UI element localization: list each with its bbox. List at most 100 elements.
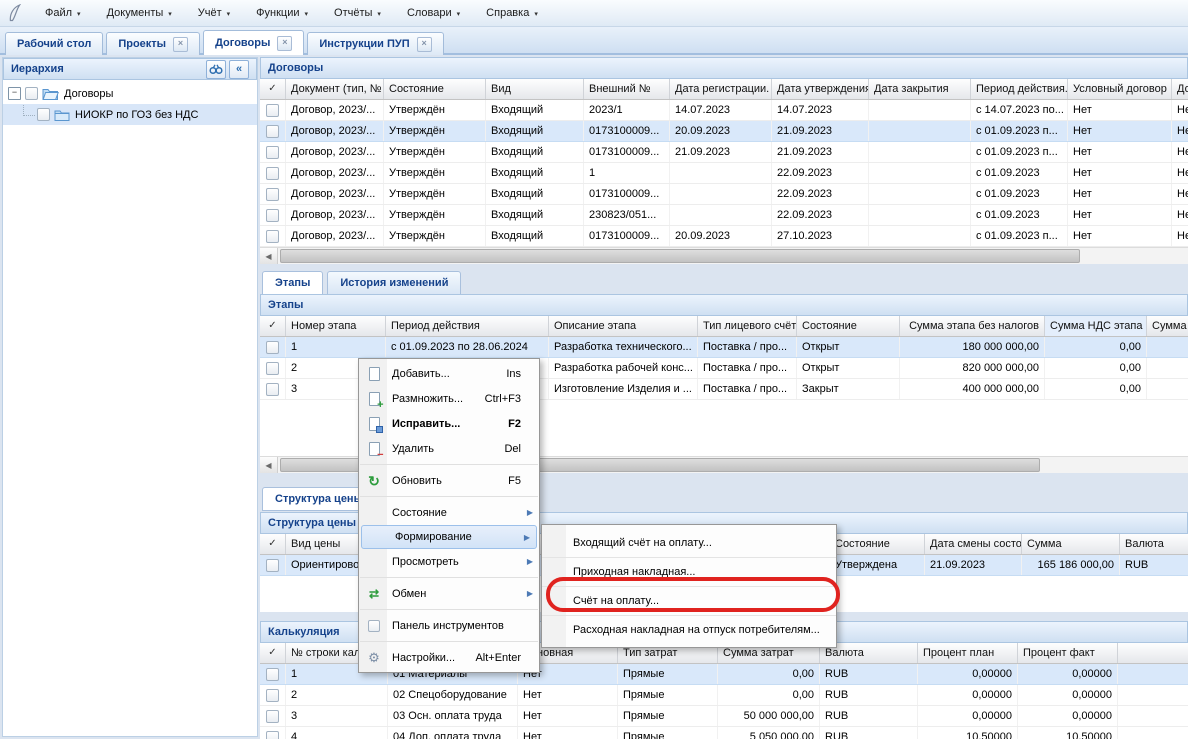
tree-expander-icon[interactable]: − xyxy=(8,87,21,100)
row-checkbox[interactable] xyxy=(266,208,279,222)
column-header[interactable]: Процент план xyxy=(918,643,1018,663)
column-header-check[interactable]: ✓ xyxy=(260,534,286,554)
column-header[interactable]: Дата регистрации. xyxy=(670,79,772,99)
column-header[interactable]: Вид xyxy=(486,79,584,99)
submenu-item[interactable]: Расходная накладная на отпуск потребител… xyxy=(542,615,836,644)
column-header[interactable]: Дата смены состоя xyxy=(925,534,1022,554)
context-menu-item[interactable]: Формирование ▶ xyxy=(361,525,537,549)
submenu-item[interactable]: Входящий счёт на оплату... xyxy=(542,528,836,557)
row-checkbox[interactable] xyxy=(266,558,279,572)
column-header-check[interactable]: ✓ xyxy=(260,643,286,663)
scroll-thumb[interactable] xyxy=(280,249,1080,263)
row-checkbox[interactable] xyxy=(266,709,279,723)
menubar-item[interactable]: Файл ▾ xyxy=(32,0,94,26)
scroll-left-arrow[interactable]: ◀ xyxy=(260,457,278,473)
context-menu-item[interactable]: + Размножить... Ctrl+F3 xyxy=(359,386,539,411)
menubar-item[interactable]: Отчёты ▾ xyxy=(321,0,394,26)
context-menu-item[interactable]: Исправить... F2 xyxy=(359,411,539,436)
row-checkbox[interactable] xyxy=(266,382,279,396)
menubar-item[interactable]: Функции ▾ xyxy=(243,0,321,26)
horizontal-scrollbar[interactable]: ◀ xyxy=(260,247,1188,264)
row-checkbox[interactable] xyxy=(266,166,279,180)
search-icon[interactable] xyxy=(206,59,226,79)
column-header[interactable]: Документ (тип, № xyxy=(286,79,384,99)
menubar-item[interactable]: Словари ▾ xyxy=(394,0,473,26)
column-header-check[interactable]: ✓ xyxy=(260,316,286,336)
menubar-item[interactable]: Учёт ▾ xyxy=(185,0,243,26)
tree-node[interactable]: НИОКР по ГОЗ без НДС xyxy=(3,104,257,125)
tab-change-history[interactable]: История изменений xyxy=(327,271,462,295)
collapse-panel-button[interactable]: « xyxy=(229,59,249,79)
row-checkbox[interactable] xyxy=(266,145,279,159)
menubar-item[interactable]: Документы ▾ xyxy=(94,0,185,26)
column-header[interactable]: Состояние xyxy=(830,534,925,554)
column-header[interactable]: Внешний № xyxy=(584,79,670,99)
table-row[interactable]: Договор, 2023/... Утверждён Входящий 2023/1… xyxy=(260,100,1188,121)
main-tab[interactable]: Рабочий стол xyxy=(5,32,104,55)
submenu-item[interactable]: Счёт на оплату... xyxy=(542,586,836,615)
table-row[interactable]: Договор, 2023/... Утверждён Входящий 017310… xyxy=(260,184,1188,205)
column-header[interactable]: Описание этапа xyxy=(549,316,698,336)
main-tab[interactable]: Договоры × xyxy=(203,30,305,55)
tab-price-structure[interactable]: Структура цены xyxy=(262,487,376,511)
table-row[interactable]: Договор, 2023/... Утверждён Входящий 017310… xyxy=(260,142,1188,163)
close-icon[interactable]: × xyxy=(173,36,189,52)
table-row[interactable]: 2 02 Спецоборудование Нет Прямые 0,00 RUB 0,00… xyxy=(260,685,1188,706)
menubar-item[interactable]: Справка ▾ xyxy=(473,0,551,26)
table-row[interactable]: 4 04 Доп. оплата труда Нет Прямые 5 050 000,… xyxy=(260,727,1188,739)
submenu-item[interactable]: Приходная накладная... xyxy=(542,557,836,586)
row-checkbox[interactable] xyxy=(266,229,279,243)
scroll-left-arrow[interactable]: ◀ xyxy=(260,248,278,264)
column-header[interactable]: Период действия.. xyxy=(971,79,1068,99)
column-header[interactable]: Дата утверждения xyxy=(772,79,869,99)
row-checkbox[interactable] xyxy=(266,187,279,201)
column-header[interactable]: Валюта xyxy=(820,643,918,663)
context-menu-item[interactable]: Панель инструментов xyxy=(359,613,539,638)
table-row[interactable]: Договор, 2023/... Утверждён Входящий 1 22.09… xyxy=(260,163,1188,184)
row-checkbox[interactable] xyxy=(266,361,279,375)
column-header[interactable]: Договор xyxy=(1172,79,1188,99)
table-row[interactable]: 3 03 Осн. оплата труда Нет Прямые 50 000 000… xyxy=(260,706,1188,727)
tree-node[interactable]: − Договоры xyxy=(3,83,257,104)
context-menu-item[interactable]: − Удалить Del xyxy=(359,436,539,461)
table-row[interactable]: Договор, 2023/... Утверждён Входящий 230823… xyxy=(260,205,1188,226)
column-header[interactable]: Тип лицевого счёт xyxy=(698,316,797,336)
column-header[interactable]: Сумма затрат xyxy=(718,643,820,663)
row-checkbox[interactable] xyxy=(266,340,279,354)
table-row[interactable]: Договор, 2023/... Утверждён Входящий 017310… xyxy=(260,226,1188,247)
column-header[interactable]: Номер этапа xyxy=(286,316,386,336)
column-header[interactable]: Процент факт xyxy=(1018,643,1118,663)
column-header[interactable]: Валюта xyxy=(1120,534,1188,554)
column-header[interactable]: Период действия xyxy=(386,316,549,336)
column-header[interactable]: Тип затрат xyxy=(618,643,718,663)
close-icon[interactable]: × xyxy=(416,36,432,52)
context-menu-item[interactable]: ↻ Обновить F5 xyxy=(359,468,539,493)
context-menu-item[interactable]: Просмотреть ▶ xyxy=(359,549,539,574)
close-icon[interactable]: × xyxy=(277,35,293,51)
column-header[interactable]: Сумма НДС этапа xyxy=(1045,316,1147,336)
context-menu-item[interactable]: ⚙ Настройки... Alt+Enter xyxy=(359,645,539,670)
context-menu-item[interactable]: Состояние ▶ xyxy=(359,500,539,525)
row-checkbox[interactable] xyxy=(266,667,279,681)
column-header[interactable]: Условный договор xyxy=(1068,79,1172,99)
column-header[interactable]: Сумма этапа xyxy=(1147,316,1188,336)
row-checkbox[interactable] xyxy=(266,124,279,138)
context-menu-item[interactable]: Добавить... Ins xyxy=(359,361,539,386)
row-checkbox[interactable] xyxy=(266,103,279,117)
column-header[interactable]: Дата закрытия xyxy=(869,79,971,99)
column-header[interactable]: Сумма этапа без налогов xyxy=(900,316,1045,336)
column-header[interactable]: Состояние xyxy=(797,316,900,336)
context-menu-item[interactable]: ⇄ Обмен ▶ xyxy=(359,581,539,606)
tab-stages[interactable]: Этапы xyxy=(262,271,324,295)
column-header[interactable]: Состояние xyxy=(384,79,486,99)
column-header[interactable]: Сумма xyxy=(1022,534,1120,554)
column-header-check[interactable]: ✓ xyxy=(260,79,286,99)
row-checkbox[interactable] xyxy=(266,730,279,739)
row-checkbox[interactable] xyxy=(266,688,279,702)
main-tab[interactable]: Инструкции ПУП × xyxy=(307,32,444,55)
main-tab[interactable]: Проекты × xyxy=(106,32,201,55)
table-row[interactable]: Договор, 2023/... Утверждён Входящий 017310… xyxy=(260,121,1188,142)
tree-checkbox[interactable] xyxy=(37,108,50,121)
tree-checkbox[interactable] xyxy=(25,87,38,100)
